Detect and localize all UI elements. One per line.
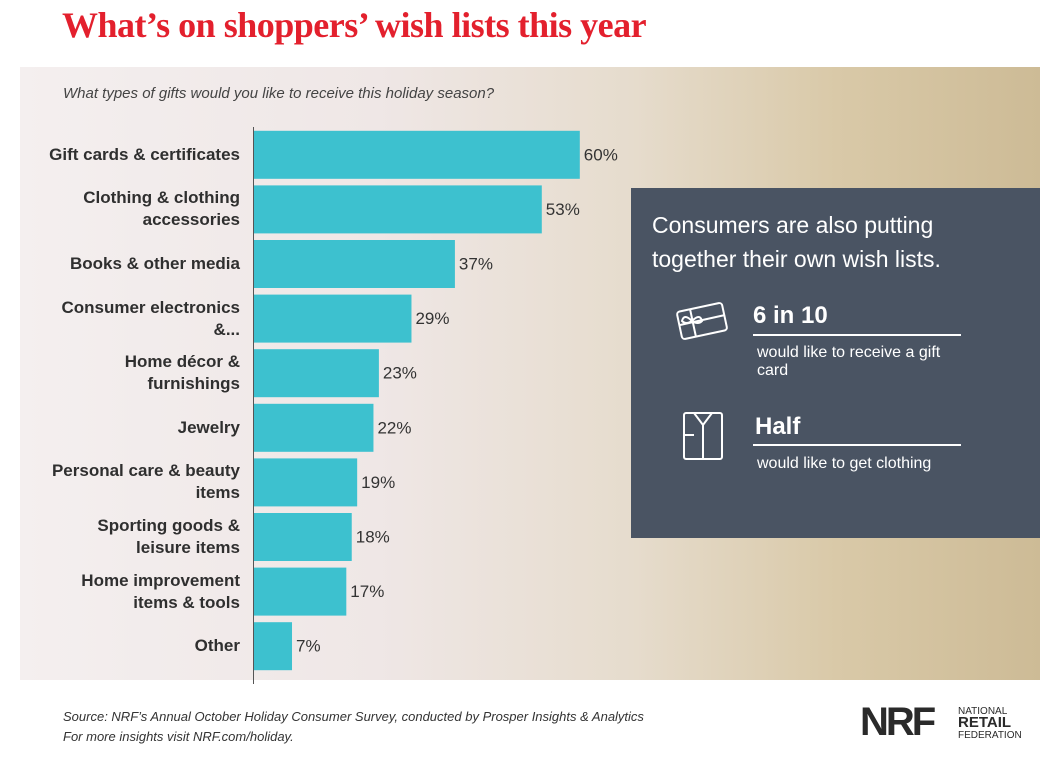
stat-rule <box>753 334 961 336</box>
value-label: 37% <box>459 254 493 273</box>
logo-mark: NRF <box>860 700 936 744</box>
gift-card-icon <box>676 302 728 340</box>
bar <box>254 294 412 343</box>
bar <box>254 458 358 507</box>
value-label: 29% <box>415 309 449 328</box>
logo-line: NATIONAL <box>958 706 1008 717</box>
subtitle: What types of gifts would you like to re… <box>63 85 495 102</box>
callout-text: would like to get clothing <box>757 455 932 472</box>
bar <box>254 567 347 616</box>
bar <box>254 622 293 671</box>
callout-panel <box>631 188 1040 538</box>
source-note: Source: NRF’s Annual October Holiday Con… <box>63 709 644 724</box>
category-label: Sporting goods & leisure items <box>97 516 240 557</box>
value-label: 19% <box>361 473 395 492</box>
callout-text: would like to receive a gift card <box>757 344 941 379</box>
callout-heading: Consumers are also putting together thei… <box>652 212 941 272</box>
category-label: Consumer electronics &... <box>61 297 240 339</box>
value-label: 17% <box>350 582 384 601</box>
more-note: For more insights visit NRF.com/holiday. <box>63 729 294 744</box>
callout-stat: 6 in 10 <box>753 302 828 329</box>
bar <box>254 130 580 179</box>
callout-stat: Half <box>755 413 801 440</box>
category-label: Gift cards & certificates <box>49 144 240 164</box>
value-label: 18% <box>356 527 390 546</box>
category-label: Home improvement items & tools <box>81 570 240 612</box>
logo-line: RETAIL <box>958 714 1012 731</box>
bar <box>254 403 374 452</box>
bar <box>254 240 455 288</box>
category-label: Jewelry <box>177 417 240 437</box>
category-label: Home décor & furnishings <box>124 352 240 394</box>
value-label: 22% <box>377 418 411 437</box>
logo-line: FEDERATION <box>958 730 1022 741</box>
value-label: 23% <box>383 364 417 383</box>
value-label: 53% <box>546 200 580 219</box>
title: What’s on shoppers’ wish lists this year <box>62 5 647 45</box>
value-label: 7% <box>296 637 321 656</box>
category-label: Other <box>194 636 240 656</box>
callout-icons <box>676 302 728 460</box>
value-label: 60% <box>584 145 618 164</box>
bar <box>254 185 542 234</box>
category-label: Personal care & beauty items <box>51 461 240 503</box>
stat-rule <box>753 444 961 446</box>
bar <box>254 349 379 398</box>
bar <box>254 513 352 561</box>
shirt-icon <box>683 412 723 460</box>
category-label: Books & other media <box>69 254 240 273</box>
category-label: Clothing & clothing accessories <box>83 188 240 230</box>
